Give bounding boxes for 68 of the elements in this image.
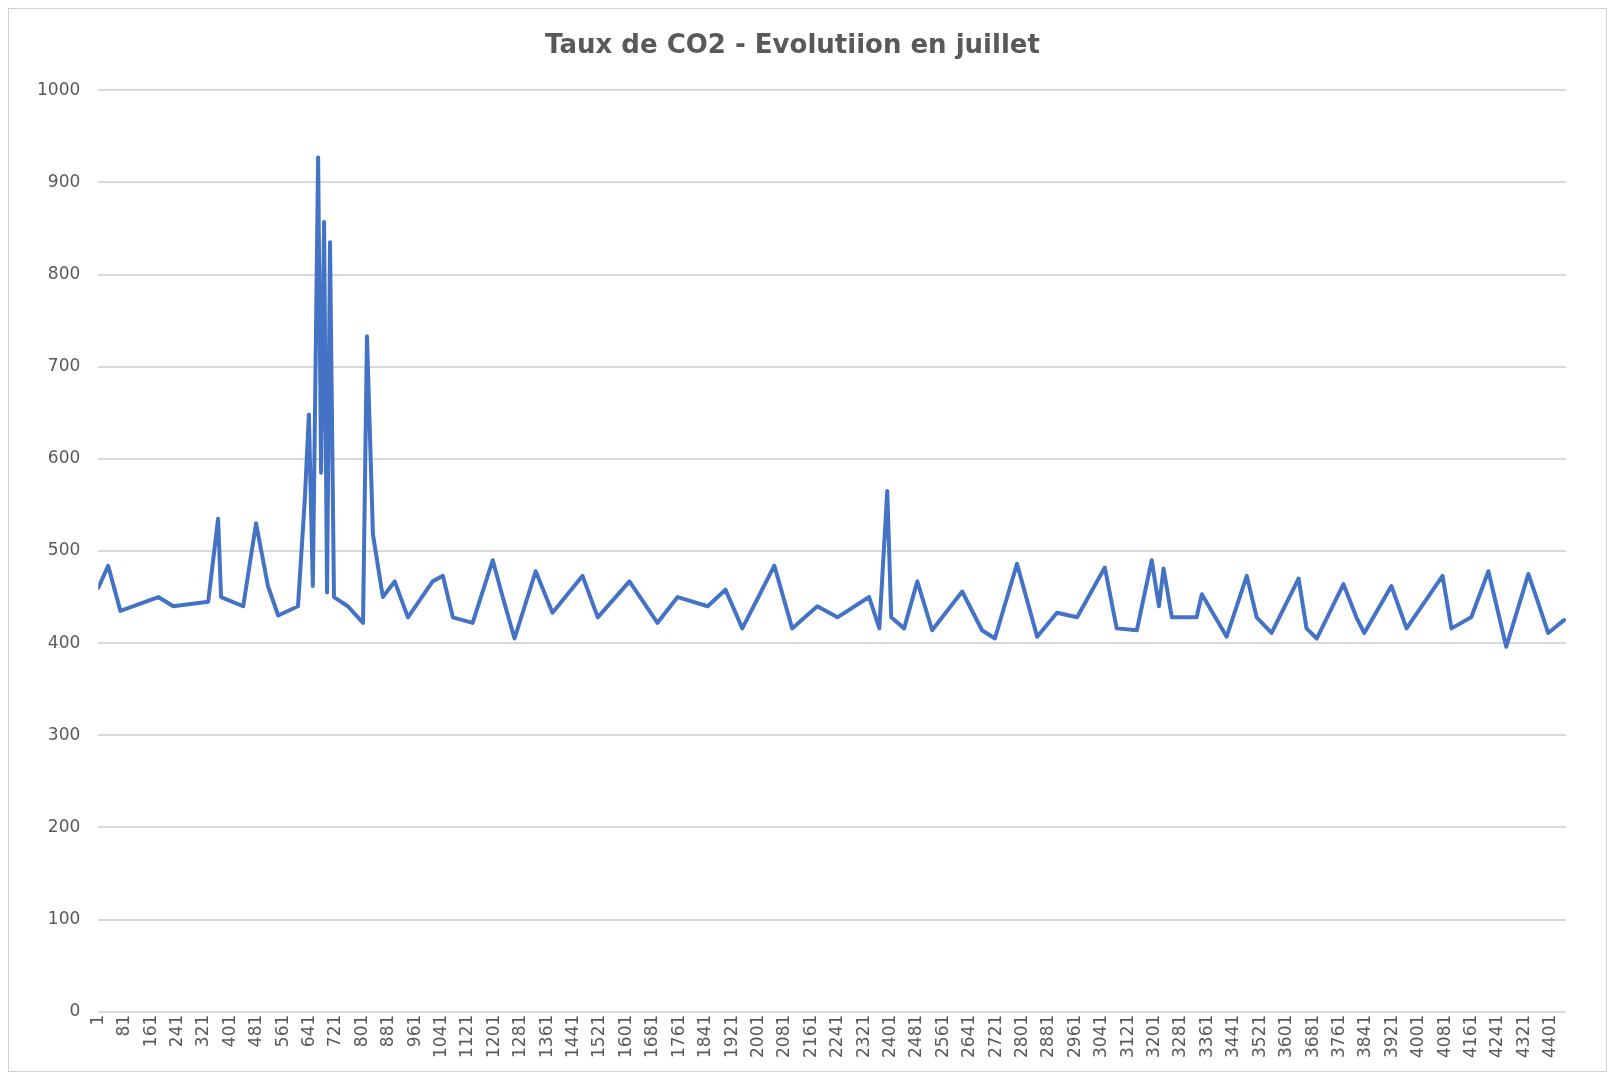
- x-tick-label: 2001: [746, 1014, 767, 1058]
- x-tick-label: 3041: [1090, 1014, 1111, 1058]
- x-tick-label: 4001: [1407, 1014, 1428, 1058]
- x-tick-label: 1921: [720, 1014, 741, 1058]
- x-tick-label: 3601: [1275, 1014, 1296, 1058]
- x-tick-label: 1441: [562, 1014, 583, 1058]
- x-tick-label: 1761: [667, 1014, 688, 1058]
- x-tick-label: 2881: [1037, 1014, 1058, 1058]
- x-tick-label: 3841: [1354, 1014, 1375, 1058]
- x-tick-label: 1681: [641, 1014, 662, 1058]
- y-tick-label: 400: [47, 631, 81, 652]
- y-tick-label: 0: [69, 1000, 81, 1021]
- x-tick-label: 241: [165, 1014, 186, 1048]
- x-tick-label: 401: [218, 1014, 239, 1048]
- x-tick-label: 641: [297, 1014, 318, 1048]
- x-tick-label: 3281: [1169, 1014, 1190, 1058]
- y-tick-label: 300: [47, 723, 81, 744]
- x-tick-label: 81: [113, 1014, 134, 1037]
- x-tick-label: 1521: [588, 1014, 609, 1058]
- x-tick-label: 2801: [1011, 1014, 1032, 1058]
- x-tick-label: 1841: [694, 1014, 715, 1058]
- x-tick-label: 321: [192, 1014, 213, 1048]
- x-tick-label: 881: [377, 1014, 398, 1048]
- x-tick-label: 3521: [1248, 1014, 1269, 1058]
- x-tick-label: 2721: [984, 1014, 1005, 1058]
- x-tick-label: 721: [324, 1014, 345, 1048]
- x-tick-label: 3921: [1380, 1014, 1401, 1058]
- x-tick-label: 2081: [773, 1014, 794, 1058]
- x-tick-label: 1201: [482, 1014, 503, 1058]
- y-tick-label: 200: [47, 815, 81, 836]
- x-tick-label: 801: [350, 1014, 371, 1048]
- y-tick-label: 500: [47, 539, 81, 560]
- x-tick-label: 2641: [958, 1014, 979, 1058]
- chart-title: Taux de CO2 - Evolutiion en juillet: [545, 29, 1040, 60]
- x-tick-label: 3201: [1143, 1014, 1164, 1058]
- x-tick-label: 161: [139, 1014, 160, 1048]
- x-tick-label: 1121: [456, 1014, 477, 1058]
- x-tick-label: 2961: [1063, 1014, 1084, 1058]
- x-tick-label: 2561: [931, 1014, 952, 1058]
- x-tick-label: 1361: [535, 1014, 556, 1058]
- x-tick-label: 3761: [1327, 1014, 1348, 1058]
- x-tick-label: 481: [245, 1014, 266, 1048]
- x-tick-label: 4161: [1460, 1014, 1481, 1058]
- x-tick-label: 1601: [614, 1014, 635, 1058]
- x-tick-label: 961: [403, 1014, 424, 1048]
- x-tick-label: 2401: [878, 1014, 899, 1058]
- x-tick-label: 1281: [509, 1014, 530, 1058]
- x-tick-label: 3121: [1116, 1014, 1137, 1058]
- x-tick-label: 561: [271, 1014, 292, 1048]
- y-tick-label: 600: [47, 447, 81, 468]
- x-tick-label: 3361: [1195, 1014, 1216, 1058]
- x-tick-label: 3681: [1301, 1014, 1322, 1058]
- y-tick-label: 800: [47, 262, 81, 283]
- x-tick-label: 2241: [826, 1014, 847, 1058]
- x-tick-label: 2481: [905, 1014, 926, 1058]
- x-tick-label: 4081: [1433, 1014, 1454, 1058]
- y-tick-label: 1000: [37, 78, 81, 99]
- y-tick-label: 900: [47, 170, 81, 191]
- x-tick-label: 4401: [1539, 1014, 1560, 1058]
- x-tick-label: 4321: [1512, 1014, 1533, 1058]
- x-tick-label: 2161: [799, 1014, 820, 1058]
- x-tick-label: 3441: [1222, 1014, 1243, 1058]
- x-tick-label: 2321: [852, 1014, 873, 1058]
- y-tick-label: 100: [47, 908, 81, 928]
- x-tick-label: 1: [86, 1014, 107, 1026]
- x-tick-label: 1041: [430, 1014, 451, 1058]
- y-tick-label: 700: [47, 355, 81, 376]
- x-tick-label: 4241: [1486, 1014, 1507, 1058]
